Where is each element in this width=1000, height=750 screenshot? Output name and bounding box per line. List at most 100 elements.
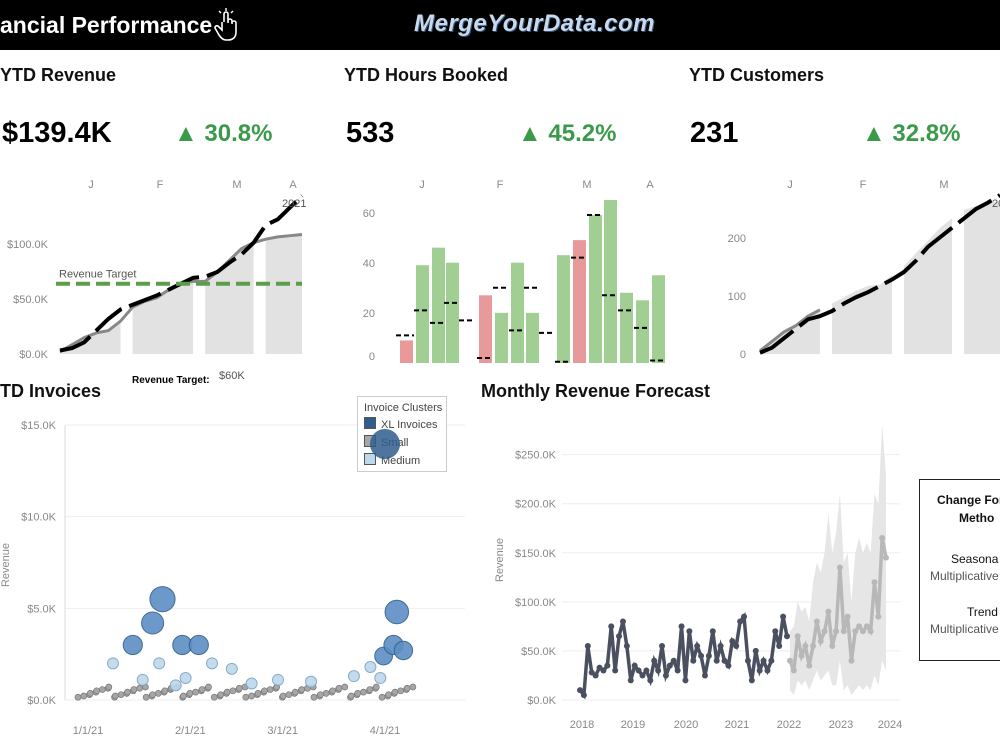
kpi-revenue-title: YTD Revenue — [0, 65, 117, 85]
method-title-line1: Change For — [937, 493, 1000, 507]
y-tick-label: 100 — [728, 291, 746, 303]
small-invoice-point — [136, 684, 144, 692]
x-tick-label: 1/1/21 — [73, 725, 104, 737]
forecast-method-panel[interactable]: Change For Metho Seasona Multiplicative … — [919, 479, 1000, 661]
hours-bar — [479, 295, 492, 363]
forecast-point — [871, 579, 878, 586]
y-tick-label: $5.0K — [27, 603, 56, 615]
actual-point — [682, 677, 689, 684]
small-invoice-point — [111, 692, 119, 700]
legend-label-xl: XL Invoices — [381, 419, 438, 431]
ytd-hours-chart[interactable]: J F M A 0 20 40 60 — [340, 170, 670, 370]
small-invoice-point — [372, 683, 380, 691]
small-invoice-point — [217, 691, 225, 699]
small-invoice-point — [378, 693, 386, 701]
x-tick-label: 2018 — [570, 719, 594, 731]
y-tick-label: 20 — [363, 308, 375, 320]
actual-point — [580, 692, 587, 699]
actual-point — [659, 643, 666, 650]
small-invoice-point — [261, 687, 268, 695]
small-invoice-point — [74, 693, 82, 701]
forecast-point — [879, 535, 886, 542]
small-invoice-point — [291, 688, 299, 696]
x-tick-label: 2024 — [878, 719, 902, 731]
y-axis-label: Revenue — [0, 543, 12, 587]
actual-point — [608, 623, 615, 630]
small-invoice-point — [149, 691, 156, 699]
small-invoice-point — [242, 693, 250, 701]
month-label: F — [157, 179, 164, 191]
month-label: F — [497, 179, 504, 191]
kpi-customers-title: YTD Customers — [689, 65, 825, 85]
actual-point — [662, 672, 669, 679]
small-invoice-point — [266, 686, 274, 693]
x-tick-label: 2020 — [674, 719, 698, 731]
customers-current-line — [759, 308, 821, 353]
y-tick-label: $50.0K — [521, 646, 557, 658]
actual-point — [600, 667, 607, 674]
small-invoice-point — [205, 683, 212, 691]
forecast-point — [802, 643, 809, 650]
forecast-point — [852, 628, 859, 635]
forecast-point — [836, 564, 843, 571]
hours-bar — [416, 265, 429, 363]
kpi-revenue-value: $139.4K — [2, 117, 112, 149]
forecast-point — [825, 608, 832, 615]
hours-bar — [400, 340, 413, 363]
forecast-point — [798, 652, 805, 659]
small-invoice-point — [198, 686, 206, 693]
actual-point — [733, 643, 740, 650]
legend-item-xl[interactable]: XL Invoices — [364, 417, 437, 431]
x-tick-label: 3/1/21 — [267, 725, 298, 737]
actual-point — [717, 643, 724, 650]
actual-point — [592, 672, 599, 679]
x-tick-label: 2019 — [621, 719, 645, 731]
ytd-customers-chart[interactable]: J F M 0 100 200 20 — [700, 170, 1000, 370]
ytd-invoices-chart[interactable]: $0.0K $5.0K $10.0K $15.0K Revenue 1/1/21 2/1/2… — [0, 410, 470, 745]
xl-invoice-point — [141, 611, 165, 635]
medium-invoice-point — [374, 672, 387, 684]
revenue-forecast-chart[interactable]: $0.0K $50.0K $100.0K $150.0K $200.0K $250.0K R… — [490, 425, 910, 745]
trend-label: Trend — [967, 605, 998, 619]
small-invoice-point — [285, 691, 293, 699]
year-label: 20 — [992, 198, 1000, 210]
small-invoice-point — [409, 683, 417, 691]
actual-point — [678, 623, 685, 630]
customers-area-segment — [832, 275, 892, 354]
y-tick-label: $100.0K — [515, 597, 557, 609]
seasonal-value[interactable]: Multiplicative — [930, 569, 999, 583]
trend-value[interactable]: Multiplicative — [930, 622, 999, 636]
actual-point — [631, 662, 638, 669]
actual-point — [651, 657, 658, 664]
invoice-clusters-legend[interactable]: Invoice Clusters XL Invoices Small Mediu… — [357, 396, 447, 472]
legend-swatch-xl — [364, 417, 376, 429]
forecast-point — [859, 628, 866, 635]
small-invoice-point — [142, 693, 150, 701]
y-tick-label: 0 — [369, 351, 375, 363]
merge-your-data-logo[interactable]: MergeYourData.com — [414, 10, 655, 37]
actual-point — [643, 667, 650, 674]
hand-pointer-icon[interactable] — [214, 8, 240, 42]
kpi-hours-title: YTD Hours Booked — [344, 65, 509, 85]
actual-point — [627, 677, 634, 684]
medium-invoice-point — [347, 670, 360, 683]
y-tick-label: 200 — [728, 233, 746, 245]
legend-item-medium[interactable]: Medium — [364, 453, 420, 467]
actual-point — [670, 657, 677, 664]
ytd-revenue-chart[interactable]: J F M A $0.0K $50.0K $100.0K Revenue Target 2021… — [0, 170, 330, 390]
forecast-point — [840, 628, 847, 635]
actual-point — [674, 667, 681, 674]
medium-invoice-point — [364, 661, 377, 673]
actual-point — [744, 657, 751, 664]
customers-prior-line — [759, 193, 1000, 355]
y-tick-label: $50.0K — [13, 294, 49, 306]
target-footer-label: Revenue Target: — [132, 375, 210, 386]
small-invoice-point — [235, 684, 243, 692]
actual-point — [612, 667, 619, 674]
actual-point — [686, 628, 693, 635]
small-invoice-point — [248, 692, 255, 700]
actual-point — [694, 643, 701, 650]
forecast-point — [817, 638, 824, 645]
actual-point — [639, 672, 646, 679]
forecast-point — [883, 554, 889, 561]
